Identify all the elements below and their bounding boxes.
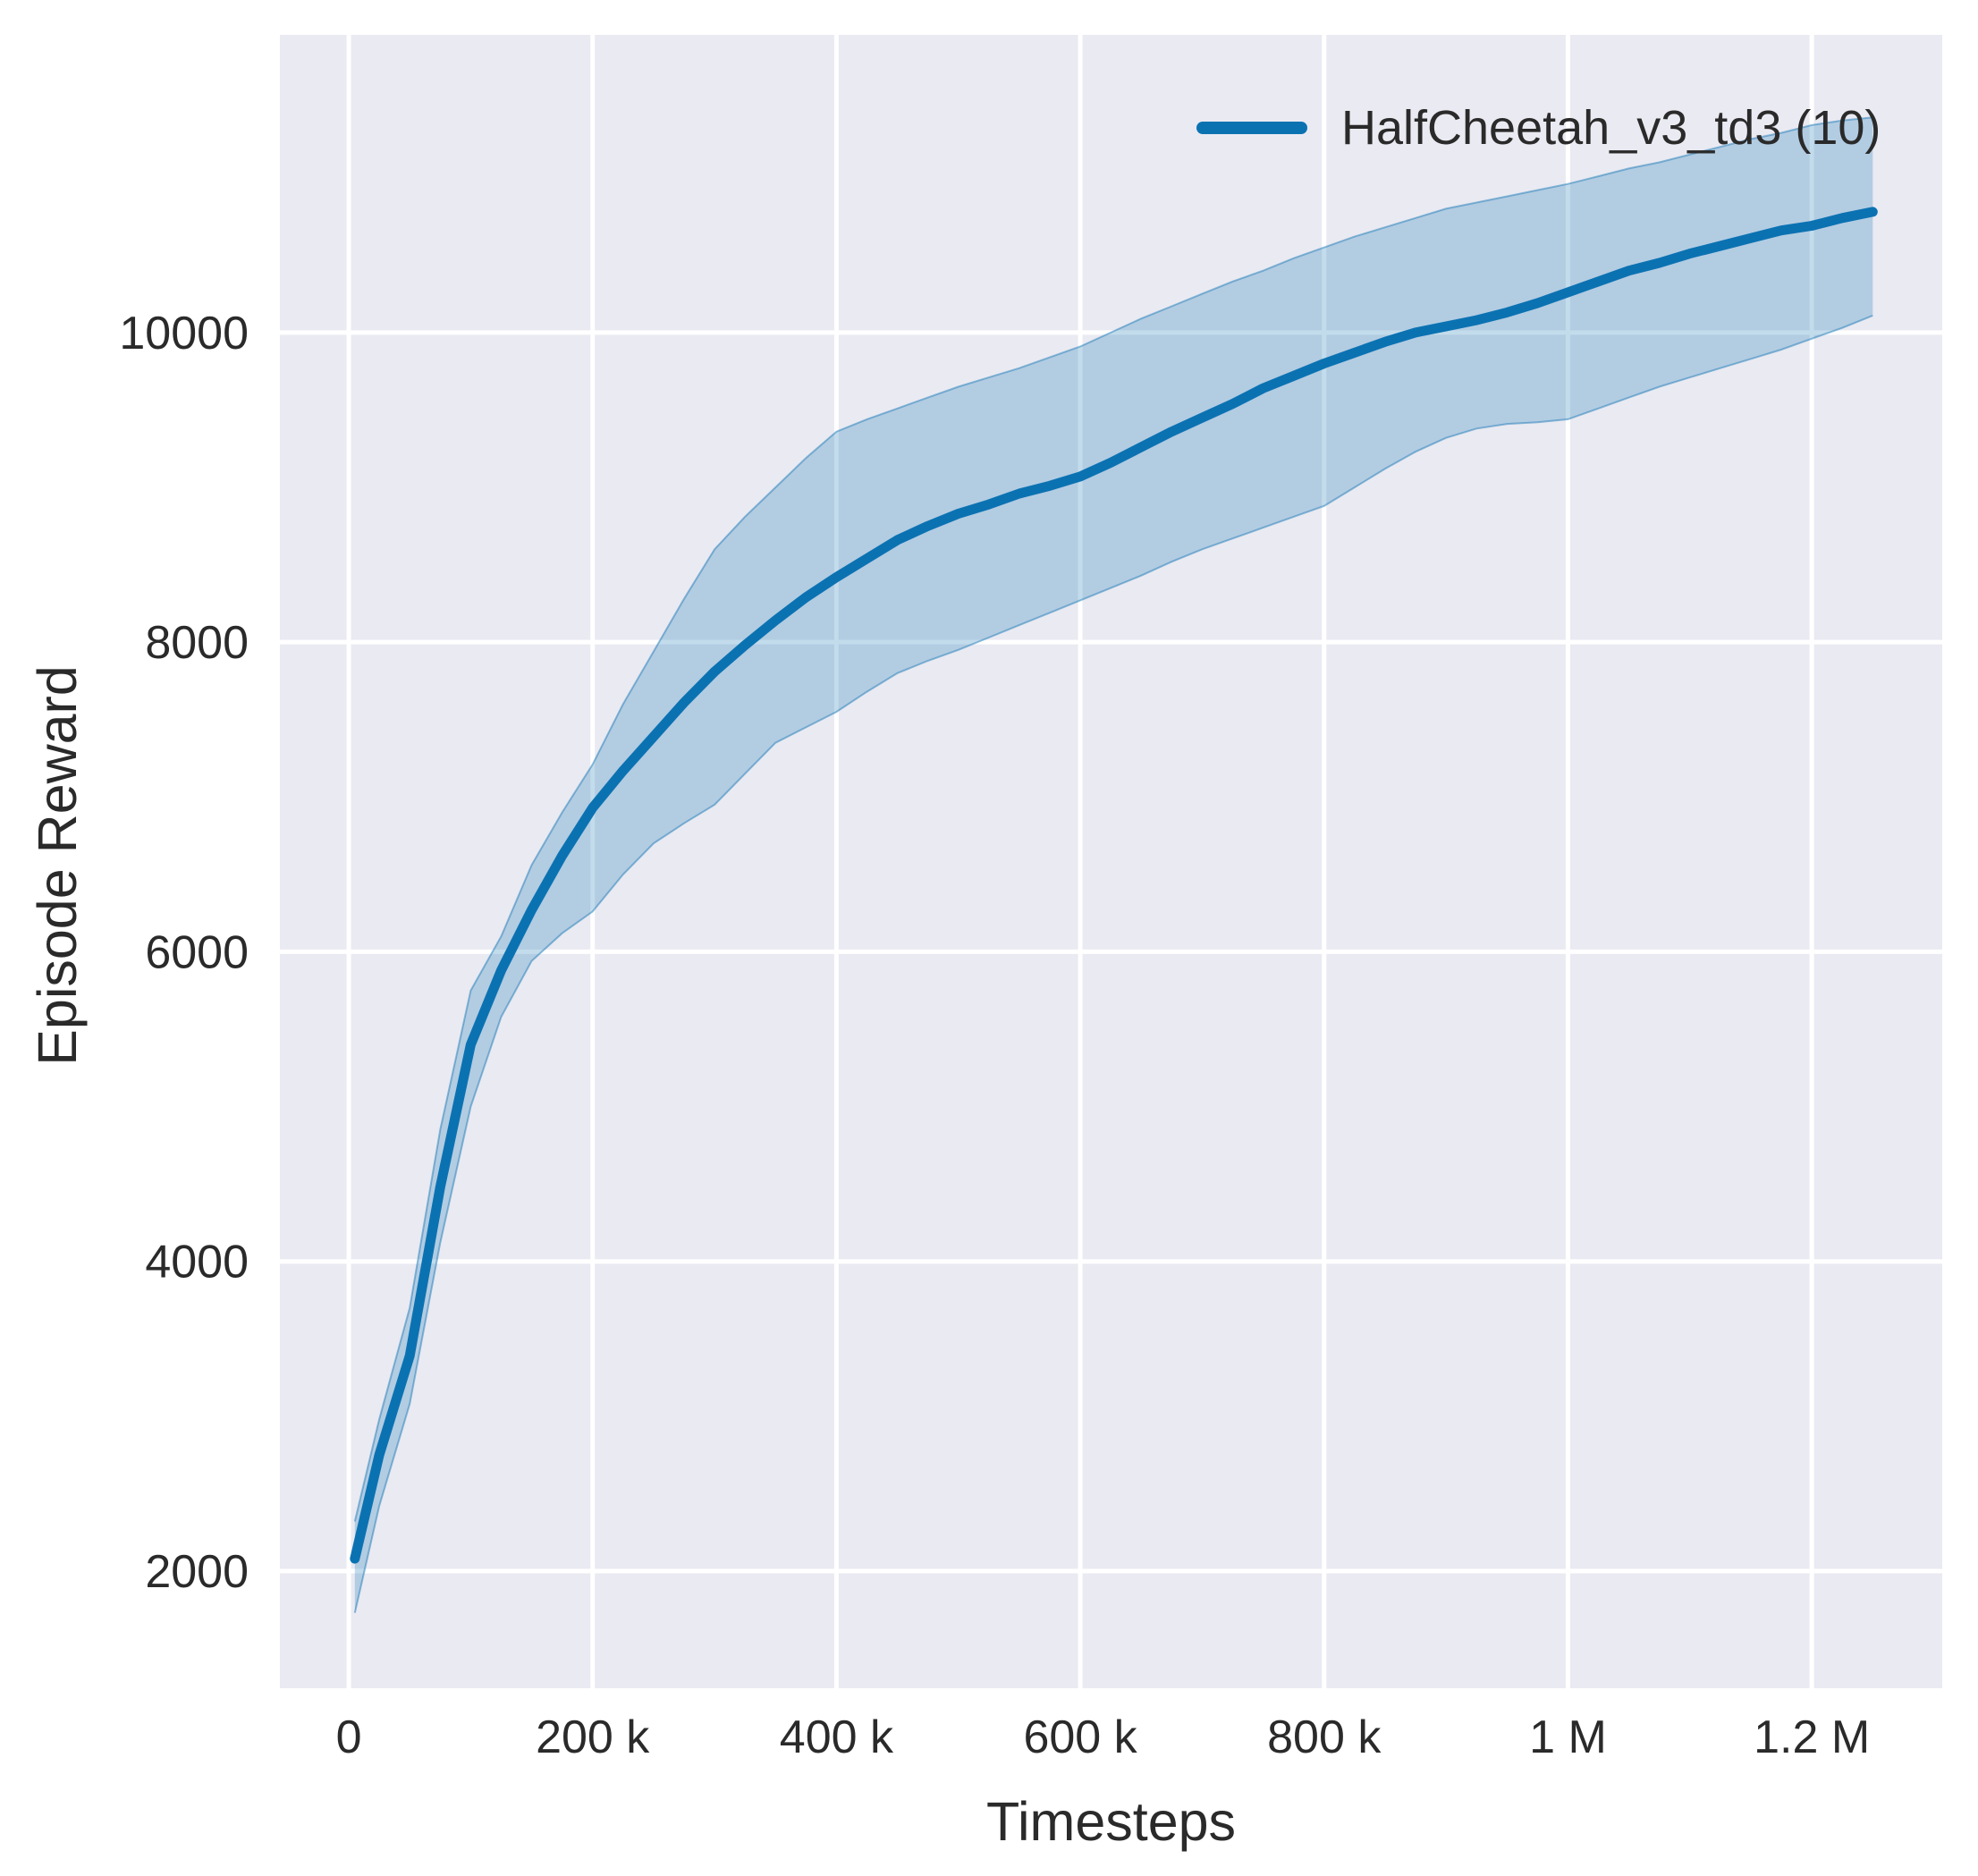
x-tick-label: 600 k bbox=[1023, 1711, 1137, 1763]
mean-reward-line bbox=[350, 207, 1878, 1564]
confidence-band-lower-edge bbox=[353, 314, 1873, 1613]
confidence-band bbox=[354, 117, 1873, 1613]
x-tick-label: 200 k bbox=[536, 1711, 650, 1763]
x-tick-label: 400 k bbox=[780, 1711, 894, 1763]
x-tick-label: 800 k bbox=[1267, 1711, 1382, 1763]
y-tick-label: 8000 bbox=[145, 617, 249, 669]
y-axis-label: Episode Reward bbox=[27, 665, 88, 1066]
y-tick-label: 10000 bbox=[119, 308, 249, 359]
x-tick-label: 0 bbox=[336, 1711, 362, 1763]
legend-label: HalfCheetah_v3_td3 (10) bbox=[1341, 101, 1881, 155]
legend-line-swatch bbox=[1196, 122, 1307, 134]
y-tick-label: 4000 bbox=[145, 1237, 249, 1289]
legend: HalfCheetah_v3_td3 (10) bbox=[1196, 100, 1881, 156]
x-tick-label: 1 M bbox=[1529, 1711, 1607, 1763]
x-axis-label: Timesteps bbox=[985, 1791, 1237, 1852]
x-tick-label: 1.2 M bbox=[1754, 1711, 1870, 1763]
confidence-band-upper-edge bbox=[353, 116, 1873, 1522]
y-tick-label: 6000 bbox=[145, 926, 249, 978]
y-tick-label: 2000 bbox=[145, 1546, 249, 1598]
